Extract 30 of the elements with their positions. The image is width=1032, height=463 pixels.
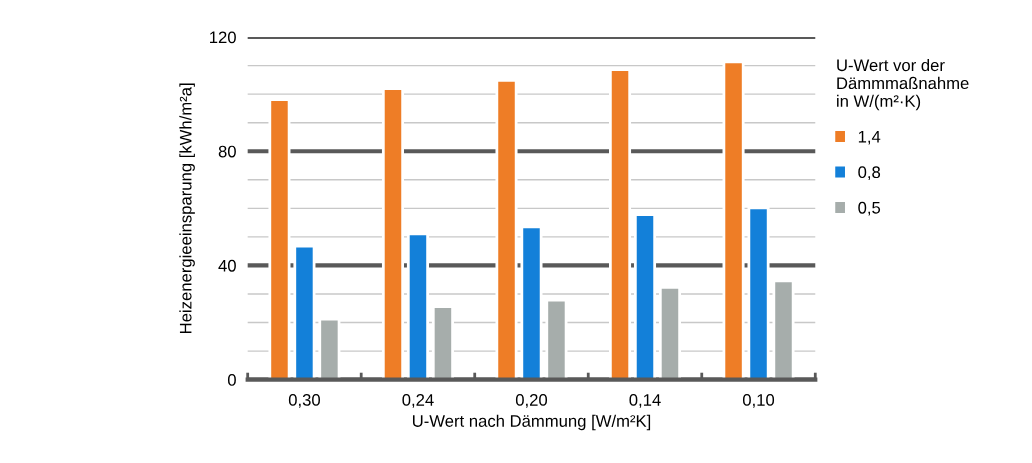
x-tick-label: 0,24 (402, 393, 434, 408)
y-tick-label: 0 (227, 374, 236, 386)
bar (545, 298, 568, 380)
bar (608, 68, 632, 380)
bar (772, 279, 795, 380)
legend-label: 0,8 (858, 166, 881, 181)
x-tick-label: 0,10 (742, 393, 775, 408)
y-tick-label: 40 (218, 259, 236, 272)
x-tick-label: 0,30 (288, 393, 321, 408)
x-tick-label: 0,20 (515, 393, 548, 408)
bar (658, 286, 682, 380)
bar (318, 317, 341, 380)
bar (722, 60, 745, 380)
bar (747, 206, 770, 380)
legend-label: 0,5 (858, 201, 881, 216)
y-tick-label: 80 (218, 145, 236, 158)
bar (431, 305, 454, 380)
legend-label: 1,4 (858, 130, 881, 145)
y-axis-title: Heizenergieeinsparung [kWh/m²a] (179, 83, 195, 333)
x-axis-title: U-Wert nach Dämmung [W/m²K] (412, 414, 651, 431)
bar (520, 225, 543, 380)
bar (381, 87, 405, 380)
bar (268, 98, 291, 380)
bar (495, 79, 518, 380)
bar (633, 213, 657, 380)
legend-title: U-Wert vor der Dämmmaßnahme in W/(m²·K) (837, 58, 969, 111)
y-tick-label: 120 (210, 31, 236, 44)
bar (406, 232, 429, 380)
bar (293, 244, 316, 380)
x-tick-label: 0,14 (629, 393, 661, 408)
